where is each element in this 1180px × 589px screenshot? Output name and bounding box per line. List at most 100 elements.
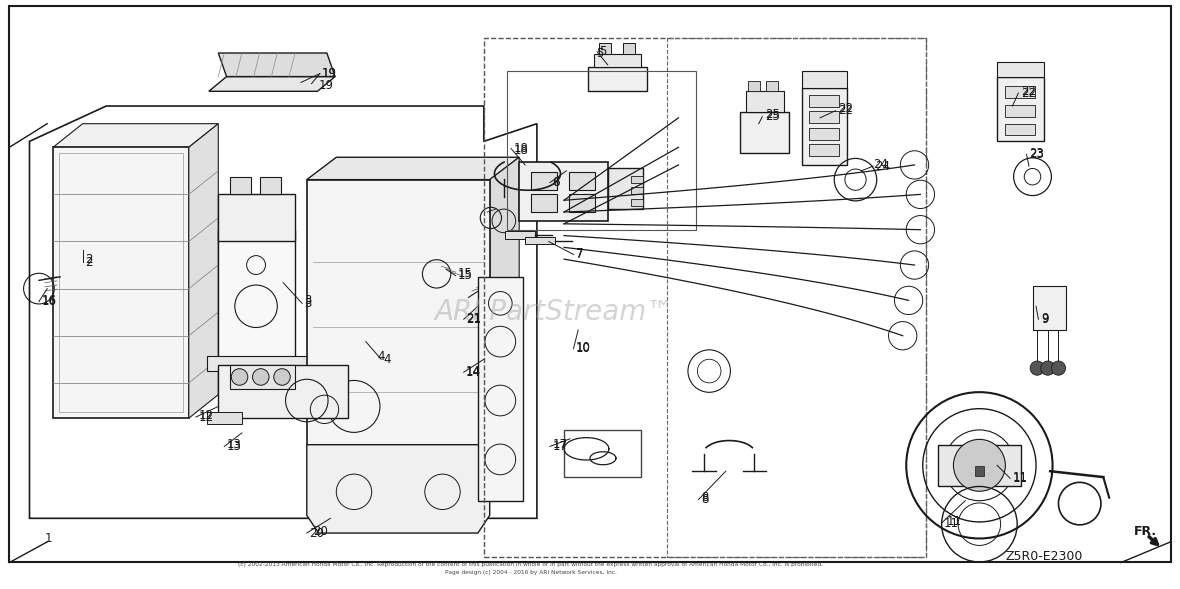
- Bar: [802, 88, 847, 165]
- Text: 14: 14: [466, 366, 481, 379]
- Text: 12: 12: [198, 409, 214, 422]
- Text: 12: 12: [198, 411, 214, 423]
- Bar: [531, 172, 557, 190]
- Text: 16: 16: [41, 294, 57, 307]
- Text: 23: 23: [1029, 147, 1044, 160]
- Text: 5: 5: [599, 45, 607, 58]
- Bar: [599, 43, 611, 54]
- Circle shape: [231, 369, 248, 385]
- Bar: [307, 180, 490, 445]
- Bar: [809, 128, 839, 140]
- Bar: [809, 95, 839, 107]
- Text: 17: 17: [552, 440, 568, 453]
- Text: 3: 3: [304, 294, 312, 307]
- Polygon shape: [307, 445, 490, 533]
- Text: 20: 20: [313, 525, 328, 538]
- Text: 1: 1: [45, 532, 52, 545]
- Text: 19: 19: [319, 79, 334, 92]
- Text: 9: 9: [1041, 313, 1048, 326]
- Circle shape: [1030, 361, 1044, 375]
- Circle shape: [953, 439, 1005, 491]
- Bar: [569, 172, 595, 190]
- Bar: [519, 162, 608, 221]
- Polygon shape: [307, 157, 519, 180]
- Bar: [594, 54, 641, 67]
- Text: 10: 10: [576, 341, 591, 354]
- Bar: [260, 177, 281, 194]
- Text: 8: 8: [701, 493, 708, 506]
- Bar: [997, 77, 1044, 141]
- Bar: [218, 230, 295, 359]
- Text: 7: 7: [576, 247, 583, 260]
- Circle shape: [253, 369, 269, 385]
- Text: 9: 9: [1041, 312, 1048, 325]
- Bar: [564, 430, 641, 477]
- Text: 14: 14: [466, 365, 481, 378]
- Bar: [766, 81, 778, 91]
- Text: 13: 13: [227, 438, 242, 451]
- Text: 13: 13: [227, 440, 242, 453]
- Bar: [218, 365, 348, 418]
- Text: FR.: FR.: [1134, 525, 1158, 538]
- Text: 25: 25: [765, 110, 780, 123]
- Bar: [478, 277, 523, 501]
- Bar: [53, 147, 189, 418]
- Bar: [748, 81, 760, 91]
- Text: 15: 15: [458, 269, 473, 282]
- Bar: [631, 176, 643, 183]
- Bar: [59, 153, 183, 412]
- Bar: [1005, 124, 1035, 135]
- Text: 16: 16: [41, 295, 57, 308]
- Text: 24: 24: [873, 158, 889, 171]
- Circle shape: [274, 369, 290, 385]
- Text: 21: 21: [466, 312, 481, 325]
- Bar: [531, 194, 557, 212]
- Text: 11: 11: [1012, 471, 1028, 484]
- Text: 3: 3: [304, 297, 312, 310]
- Text: 21: 21: [466, 313, 481, 326]
- Polygon shape: [209, 77, 335, 91]
- Bar: [1032, 286, 1066, 330]
- Text: 19: 19: [322, 67, 337, 80]
- Bar: [631, 187, 643, 194]
- Text: 11: 11: [1012, 472, 1028, 485]
- Text: 6: 6: [552, 176, 559, 189]
- Bar: [230, 365, 295, 389]
- Polygon shape: [490, 157, 519, 445]
- Bar: [667, 38, 926, 557]
- Bar: [631, 199, 643, 206]
- Bar: [938, 445, 1021, 486]
- Text: 4: 4: [378, 350, 385, 363]
- Text: 18: 18: [513, 142, 529, 155]
- Text: 19: 19: [322, 67, 337, 80]
- Polygon shape: [218, 53, 335, 77]
- Bar: [809, 111, 839, 123]
- Bar: [525, 237, 555, 244]
- Polygon shape: [53, 124, 218, 147]
- Bar: [809, 144, 839, 156]
- Bar: [1005, 105, 1035, 117]
- Text: Page design (c) 2004 - 2016 by ARI Network Services, Inc.: Page design (c) 2004 - 2016 by ARI Netwo…: [445, 570, 617, 575]
- Text: (c) 2002-2013 American Honda Motor Co., Inc. Reproduction of the content of this: (c) 2002-2013 American Honda Motor Co., …: [238, 562, 824, 567]
- Bar: [206, 356, 307, 371]
- Text: 2: 2: [85, 253, 92, 266]
- Text: 18: 18: [513, 144, 529, 157]
- Text: 15: 15: [458, 267, 473, 280]
- Polygon shape: [189, 124, 218, 418]
- Text: 22: 22: [1021, 87, 1036, 100]
- Text: 8: 8: [701, 491, 708, 504]
- Circle shape: [1041, 361, 1055, 375]
- Bar: [608, 168, 643, 209]
- Text: 17: 17: [552, 438, 568, 451]
- Circle shape: [1051, 361, 1066, 375]
- Bar: [802, 71, 847, 88]
- Text: 23: 23: [1029, 148, 1044, 161]
- Bar: [1005, 86, 1035, 98]
- Text: 22: 22: [1021, 85, 1036, 98]
- Text: 11: 11: [946, 515, 962, 528]
- Bar: [569, 194, 595, 212]
- Text: 22: 22: [838, 104, 853, 117]
- Text: 24: 24: [876, 160, 891, 173]
- Bar: [740, 112, 789, 153]
- Text: 6: 6: [552, 176, 559, 189]
